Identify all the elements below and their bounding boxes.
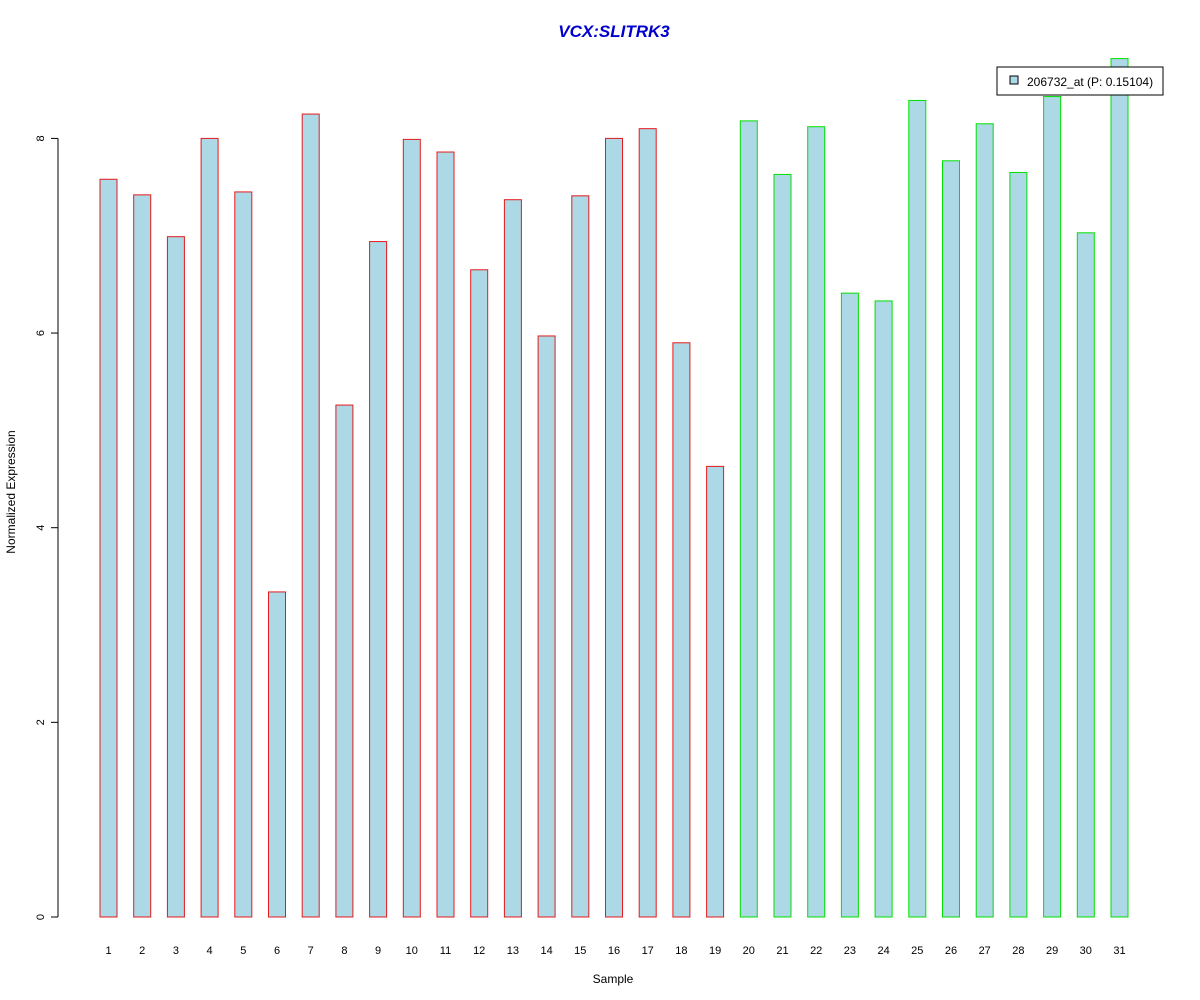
bar-sample-17 bbox=[638, 128, 657, 918]
bar-sample-12 bbox=[470, 269, 489, 918]
bar-sample-18 bbox=[672, 342, 691, 918]
bar-sample-20 bbox=[739, 120, 758, 918]
x-axis-label: Sample bbox=[593, 972, 634, 986]
bar-sample-9 bbox=[369, 241, 388, 918]
bar-sample-2 bbox=[133, 194, 152, 918]
bar-sample-23 bbox=[840, 292, 859, 918]
x-tick-label: 11 bbox=[440, 945, 451, 957]
bar-sample-27 bbox=[975, 123, 994, 918]
x-tick-label: 19 bbox=[709, 945, 721, 957]
bar-sample-28 bbox=[1009, 171, 1028, 918]
bar-sample-11 bbox=[436, 151, 455, 918]
bar-sample-19 bbox=[706, 465, 725, 918]
bar-sample-29 bbox=[1043, 96, 1062, 918]
x-tick-label: 30 bbox=[1080, 945, 1092, 957]
y-tick-label: 6 bbox=[35, 330, 47, 336]
bar-sample-7 bbox=[301, 113, 320, 918]
x-tick-label: 6 bbox=[274, 945, 280, 957]
legend-label: 206732_at (P: 0.15104) bbox=[1027, 75, 1153, 89]
bar-sample-16 bbox=[605, 137, 623, 918]
x-tick-label: 23 bbox=[844, 945, 856, 957]
bar-sample-3 bbox=[166, 236, 185, 918]
bar-sample-5 bbox=[234, 191, 253, 918]
x-tick-label: 8 bbox=[341, 945, 347, 957]
x-tick-label: 24 bbox=[877, 945, 889, 957]
legend: 206732_at (P: 0.15104) bbox=[996, 66, 1164, 96]
x-tick-label: 5 bbox=[240, 945, 246, 957]
y-tick-label: 0 bbox=[35, 914, 47, 920]
x-tick-label: 14 bbox=[540, 945, 552, 957]
x-tick-label: 26 bbox=[945, 945, 957, 957]
bar-sample-8 bbox=[335, 404, 354, 918]
x-tick-label: 12 bbox=[473, 945, 485, 957]
y-axis: 0 2 4 6 8 bbox=[35, 135, 59, 920]
bar-sample-25 bbox=[908, 99, 927, 918]
bar-sample-15 bbox=[571, 195, 590, 918]
bar-sample-14 bbox=[537, 335, 556, 918]
x-tick-label: 31 bbox=[1113, 945, 1125, 957]
bars bbox=[99, 58, 1129, 918]
x-tick-label: 1 bbox=[105, 945, 111, 957]
legend-swatch bbox=[1009, 75, 1019, 85]
bar-sample-4 bbox=[200, 137, 219, 918]
bar-sample-1 bbox=[99, 178, 118, 918]
chart-title: VCX:SLITRK3 bbox=[558, 22, 670, 41]
bar-sample-26 bbox=[942, 160, 960, 918]
bar-sample-30 bbox=[1076, 232, 1095, 918]
x-tick-label: 10 bbox=[406, 945, 418, 957]
x-tick-label: 28 bbox=[1012, 945, 1024, 957]
x-tick-label: 20 bbox=[743, 945, 755, 957]
x-tick-label: 2 bbox=[139, 945, 145, 957]
x-tick-label: 4 bbox=[207, 945, 213, 957]
bar-sample-21 bbox=[773, 173, 792, 918]
x-tick-label: 7 bbox=[308, 945, 314, 957]
bar-sample-10 bbox=[402, 138, 421, 918]
x-tick-label: 3 bbox=[173, 945, 179, 957]
bar-sample-13 bbox=[503, 199, 522, 918]
x-tick-label: 29 bbox=[1046, 945, 1058, 957]
bar-sample-6 bbox=[268, 591, 286, 918]
x-tick-labels: 1 2 3 4 5 6 7 8 9 10 11 12 13 14 15 16 17 18 19 20 21 22 23 24 2… bbox=[105, 945, 1125, 957]
x-tick-label: 9 bbox=[375, 945, 381, 957]
x-tick-label: 15 bbox=[574, 945, 586, 957]
x-tick-label: 22 bbox=[810, 945, 822, 957]
y-tick-label: 8 bbox=[35, 135, 47, 141]
x-tick-label: 18 bbox=[675, 945, 687, 957]
y-tick-label: 2 bbox=[35, 719, 47, 725]
x-tick-label: 13 bbox=[507, 945, 519, 957]
x-tick-label: 16 bbox=[608, 945, 620, 957]
bar-sample-22 bbox=[807, 126, 826, 918]
x-tick-label: 25 bbox=[911, 945, 923, 957]
bar-sample-24 bbox=[874, 300, 893, 918]
x-tick-label: 21 bbox=[776, 945, 788, 957]
y-tick-label: 4 bbox=[35, 525, 47, 531]
x-tick-label: 27 bbox=[979, 945, 991, 957]
legend-box bbox=[996, 66, 1164, 96]
x-tick-label: 17 bbox=[642, 945, 654, 957]
y-axis-label: Normalized Expression bbox=[4, 430, 18, 553]
bar-sample-31 bbox=[1110, 58, 1129, 918]
